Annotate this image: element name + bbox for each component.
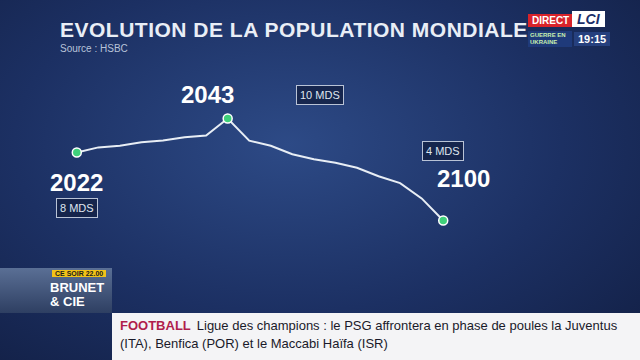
html-text:BRUNET & CIE: BRUNET & CIE xyxy=(50,280,105,309)
html-text:CE SOIR 22.00: CE SOIR 22.00 xyxy=(55,270,104,277)
html-text:FOOTBALL Ligue des champions :: FOOTBALL Ligue des champions : le PSG af… xyxy=(120,318,618,351)
svg-text:2100: 2100 xyxy=(437,165,490,192)
html-text:Source : HSBC: Source : HSBC xyxy=(60,43,128,54)
svg-text:4 MDS: 4 MDS xyxy=(426,145,460,157)
svg-text:2043: 2043 xyxy=(181,81,234,108)
svg-text:8 MDS: 8 MDS xyxy=(60,202,94,214)
html-text:EVOLUTION DE LA POPULATION MON: EVOLUTION DE LA POPULATION MONDIALE xyxy=(60,18,528,41)
html-text:GUERRE EN UKRAINE: GUERRE EN UKRAINE xyxy=(530,32,566,45)
html-text:19:15: 19:15 xyxy=(578,33,607,45)
svg-text:2022: 2022 xyxy=(50,169,103,196)
svg-text:10 MDS: 10 MDS xyxy=(300,89,340,101)
html-text:DIRECT: DIRECT xyxy=(532,15,570,26)
html-text:LCI: LCI xyxy=(577,11,600,27)
